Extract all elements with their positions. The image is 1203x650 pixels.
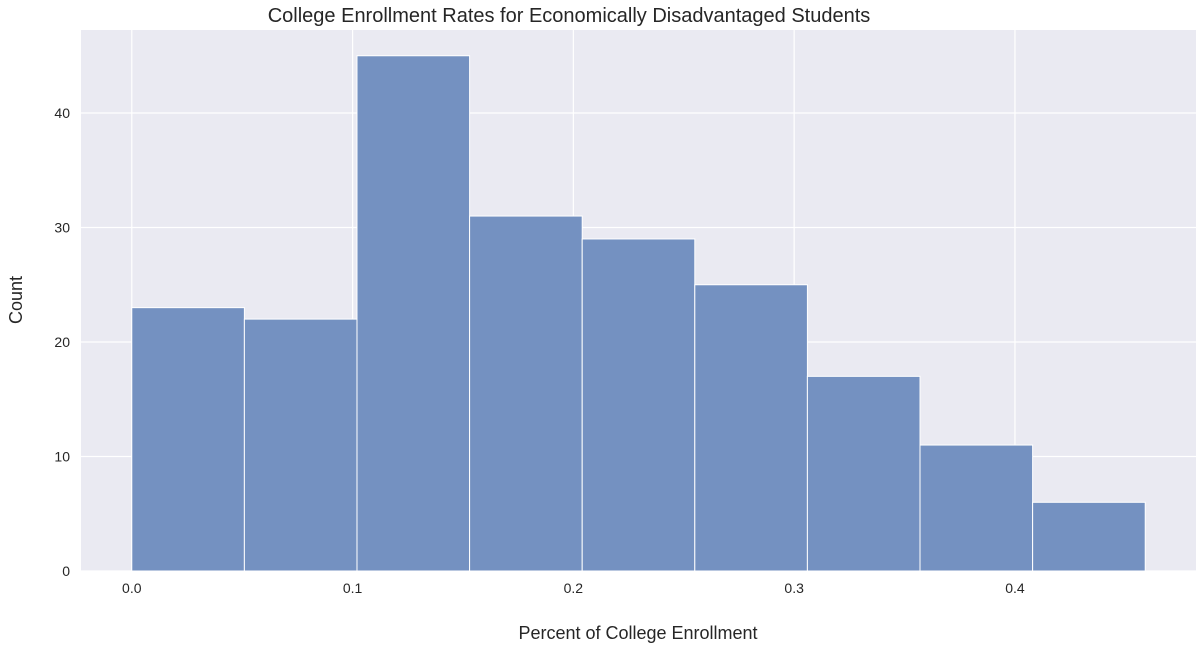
- histogram-bar: [469, 215, 583, 572]
- histogram-bar: [243, 318, 358, 572]
- x-tick-label: 0.2: [564, 580, 584, 596]
- histogram-bar: [131, 307, 245, 572]
- x-tick-label: 0.4: [1005, 580, 1025, 596]
- y-tick-label: 30: [54, 220, 70, 236]
- x-tick-label: 0.1: [343, 580, 363, 596]
- y-axis-label: Count: [6, 276, 26, 324]
- chart-title: College Enrollment Rates for Economicall…: [268, 5, 871, 27]
- histogram-bar: [806, 375, 921, 572]
- y-tick-label: 0: [62, 563, 70, 579]
- tick-labels: 0.0 0.1 0.2 0.3 0.4 0 10 20 30 40: [54, 105, 1024, 596]
- histogram-bar: [694, 284, 808, 572]
- y-tick-label: 40: [54, 105, 70, 121]
- y-tick-label: 10: [54, 449, 70, 465]
- histogram-bar: [919, 444, 1034, 572]
- x-tick-label: 0.3: [784, 580, 804, 596]
- histogram-bar: [581, 238, 696, 572]
- x-tick-label: 0.0: [122, 580, 142, 596]
- histogram-bars: [131, 55, 1146, 572]
- y-tick-label: 20: [54, 334, 70, 350]
- histogram-bar: [1032, 501, 1146, 572]
- histogram-bar: [356, 55, 471, 572]
- x-axis-label: Percent of College Enrollment: [518, 623, 757, 643]
